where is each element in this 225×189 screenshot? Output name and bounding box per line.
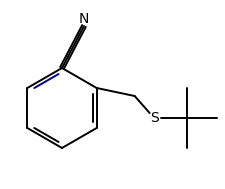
Text: N: N xyxy=(79,12,89,26)
Text: S: S xyxy=(150,111,158,125)
